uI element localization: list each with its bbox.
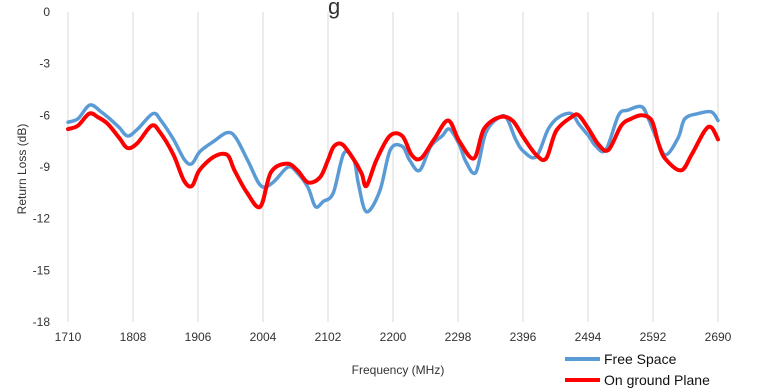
chart-legend: Free Space On ground Plane [565,351,710,388]
legend-label-on-ground-plane: On ground Plane [604,372,710,388]
x-axis-label: Frequency (MHz) [352,363,445,377]
x-tick-label: 2396 [510,330,537,344]
x-tick-label: 2298 [445,330,472,344]
x-tick-label: 1710 [55,330,82,344]
x-tick-label: 2200 [380,330,407,344]
x-tick-label: 2592 [640,330,667,344]
legend-label-free-space: Free Space [604,351,677,367]
series-line-free-space [66,103,720,214]
y-tick-label: -9 [39,160,50,174]
x-tick-label: 1906 [185,330,212,344]
x-tick-label: 2494 [575,330,602,344]
chart-title-fragment: g [328,0,340,19]
y-tick-label: -18 [33,315,51,329]
grid-lines [67,12,719,322]
x-tick-label: 2004 [250,330,277,344]
x-tick-label: 1808 [120,330,147,344]
y-tick-labels: 0 -3 -6 -9 -12 -15 -18 [33,5,51,329]
y-tick-label: 0 [43,5,50,19]
y-tick-label: -12 [33,212,51,226]
series-lines [66,103,720,214]
x-tick-label: 2102 [315,330,342,344]
y-tick-label: -3 [39,57,50,71]
series-line-on-ground-plane [66,111,720,210]
y-tick-label: -15 [33,263,51,277]
y-tick-label: -6 [39,108,50,122]
y-axis-label: Return Loss (dB) [15,124,29,215]
x-tick-labels: 1710 1808 1906 2004 2102 2200 2298 2396 2494 2592… [55,330,732,344]
x-tick-label: 2690 [705,330,732,344]
